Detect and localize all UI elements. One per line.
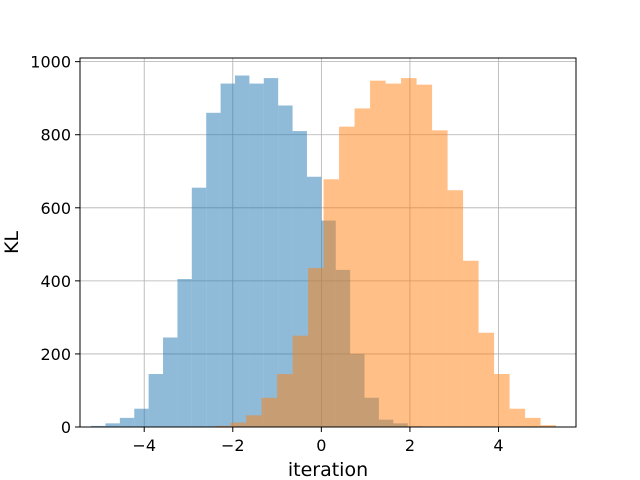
histogram-bar-series-1	[191, 187, 207, 427]
y-tick-label: 600	[40, 199, 71, 218]
histogram-bar-series-1	[249, 83, 264, 428]
histogram-bar-series-2	[478, 332, 495, 427]
histogram-bar-series-1	[177, 279, 192, 427]
x-axis-label: iteration	[288, 459, 368, 480]
y-axis-label: KL	[1, 231, 23, 254]
histogram-bar-series-1	[263, 78, 279, 428]
y-tick-label: 800	[40, 126, 71, 145]
histogram-bar-series-1	[91, 425, 106, 427]
histogram-bar-series-2	[494, 374, 510, 427]
histogram-bar-series-2	[370, 80, 386, 427]
histogram-bar-series-1	[235, 75, 250, 428]
x-tick-label: −4	[132, 436, 156, 455]
histogram-bar-series-2	[354, 108, 371, 428]
histogram-bar-series-1	[220, 83, 235, 428]
histogram-bar-series-2	[432, 130, 448, 427]
histogram-bar-series-1	[119, 417, 135, 427]
histogram-bar-series-2	[261, 397, 278, 427]
y-tick-label: 200	[40, 345, 71, 364]
x-tick-label: 4	[493, 436, 503, 455]
histogram-bar-series-2	[230, 422, 247, 427]
histogram-bars	[91, 75, 557, 428]
plot-frame	[79, 57, 577, 428]
histogram-bar-series-2	[323, 179, 340, 427]
x-tick-label: 0	[316, 436, 326, 455]
x-tick-label: −2	[221, 436, 245, 455]
y-tick-label: 1000	[30, 53, 71, 72]
histogram-bar-series-1	[148, 374, 164, 427]
histogram-bar-series-1	[105, 423, 120, 427]
axis-ticks: −4 −2 0 2 4 0 200 400 600 800 1000	[30, 53, 503, 455]
histogram-bar-series-2	[308, 268, 324, 427]
y-tick-label: 0	[61, 418, 71, 437]
histogram-bar-series-2	[509, 408, 526, 427]
histogram-bar-series-2	[385, 83, 402, 428]
histogram-bar-series-2	[401, 78, 417, 428]
histogram-bar-series-2	[447, 190, 464, 427]
histogram-bar-series-2	[292, 335, 309, 427]
histogram-bar-series-2	[277, 374, 293, 427]
x-tick-label: 2	[405, 436, 415, 455]
histogram-bar-series-1	[206, 112, 221, 428]
histogram-bar-series-1	[134, 408, 149, 427]
histogram-bar-series-2	[525, 417, 541, 427]
histogram-bar-series-2	[463, 260, 479, 427]
histogram-bar-series-2	[215, 425, 231, 427]
histogram-bar-series-2	[246, 415, 262, 427]
histogram-bar-series-2	[339, 126, 355, 427]
histogram-bar-series-1	[163, 337, 178, 427]
histogram-bar-series-2	[540, 425, 557, 427]
histogram-bar-series-2	[416, 84, 433, 428]
y-tick-label: 400	[40, 272, 71, 291]
histogram-bar-series-1	[278, 105, 293, 427]
